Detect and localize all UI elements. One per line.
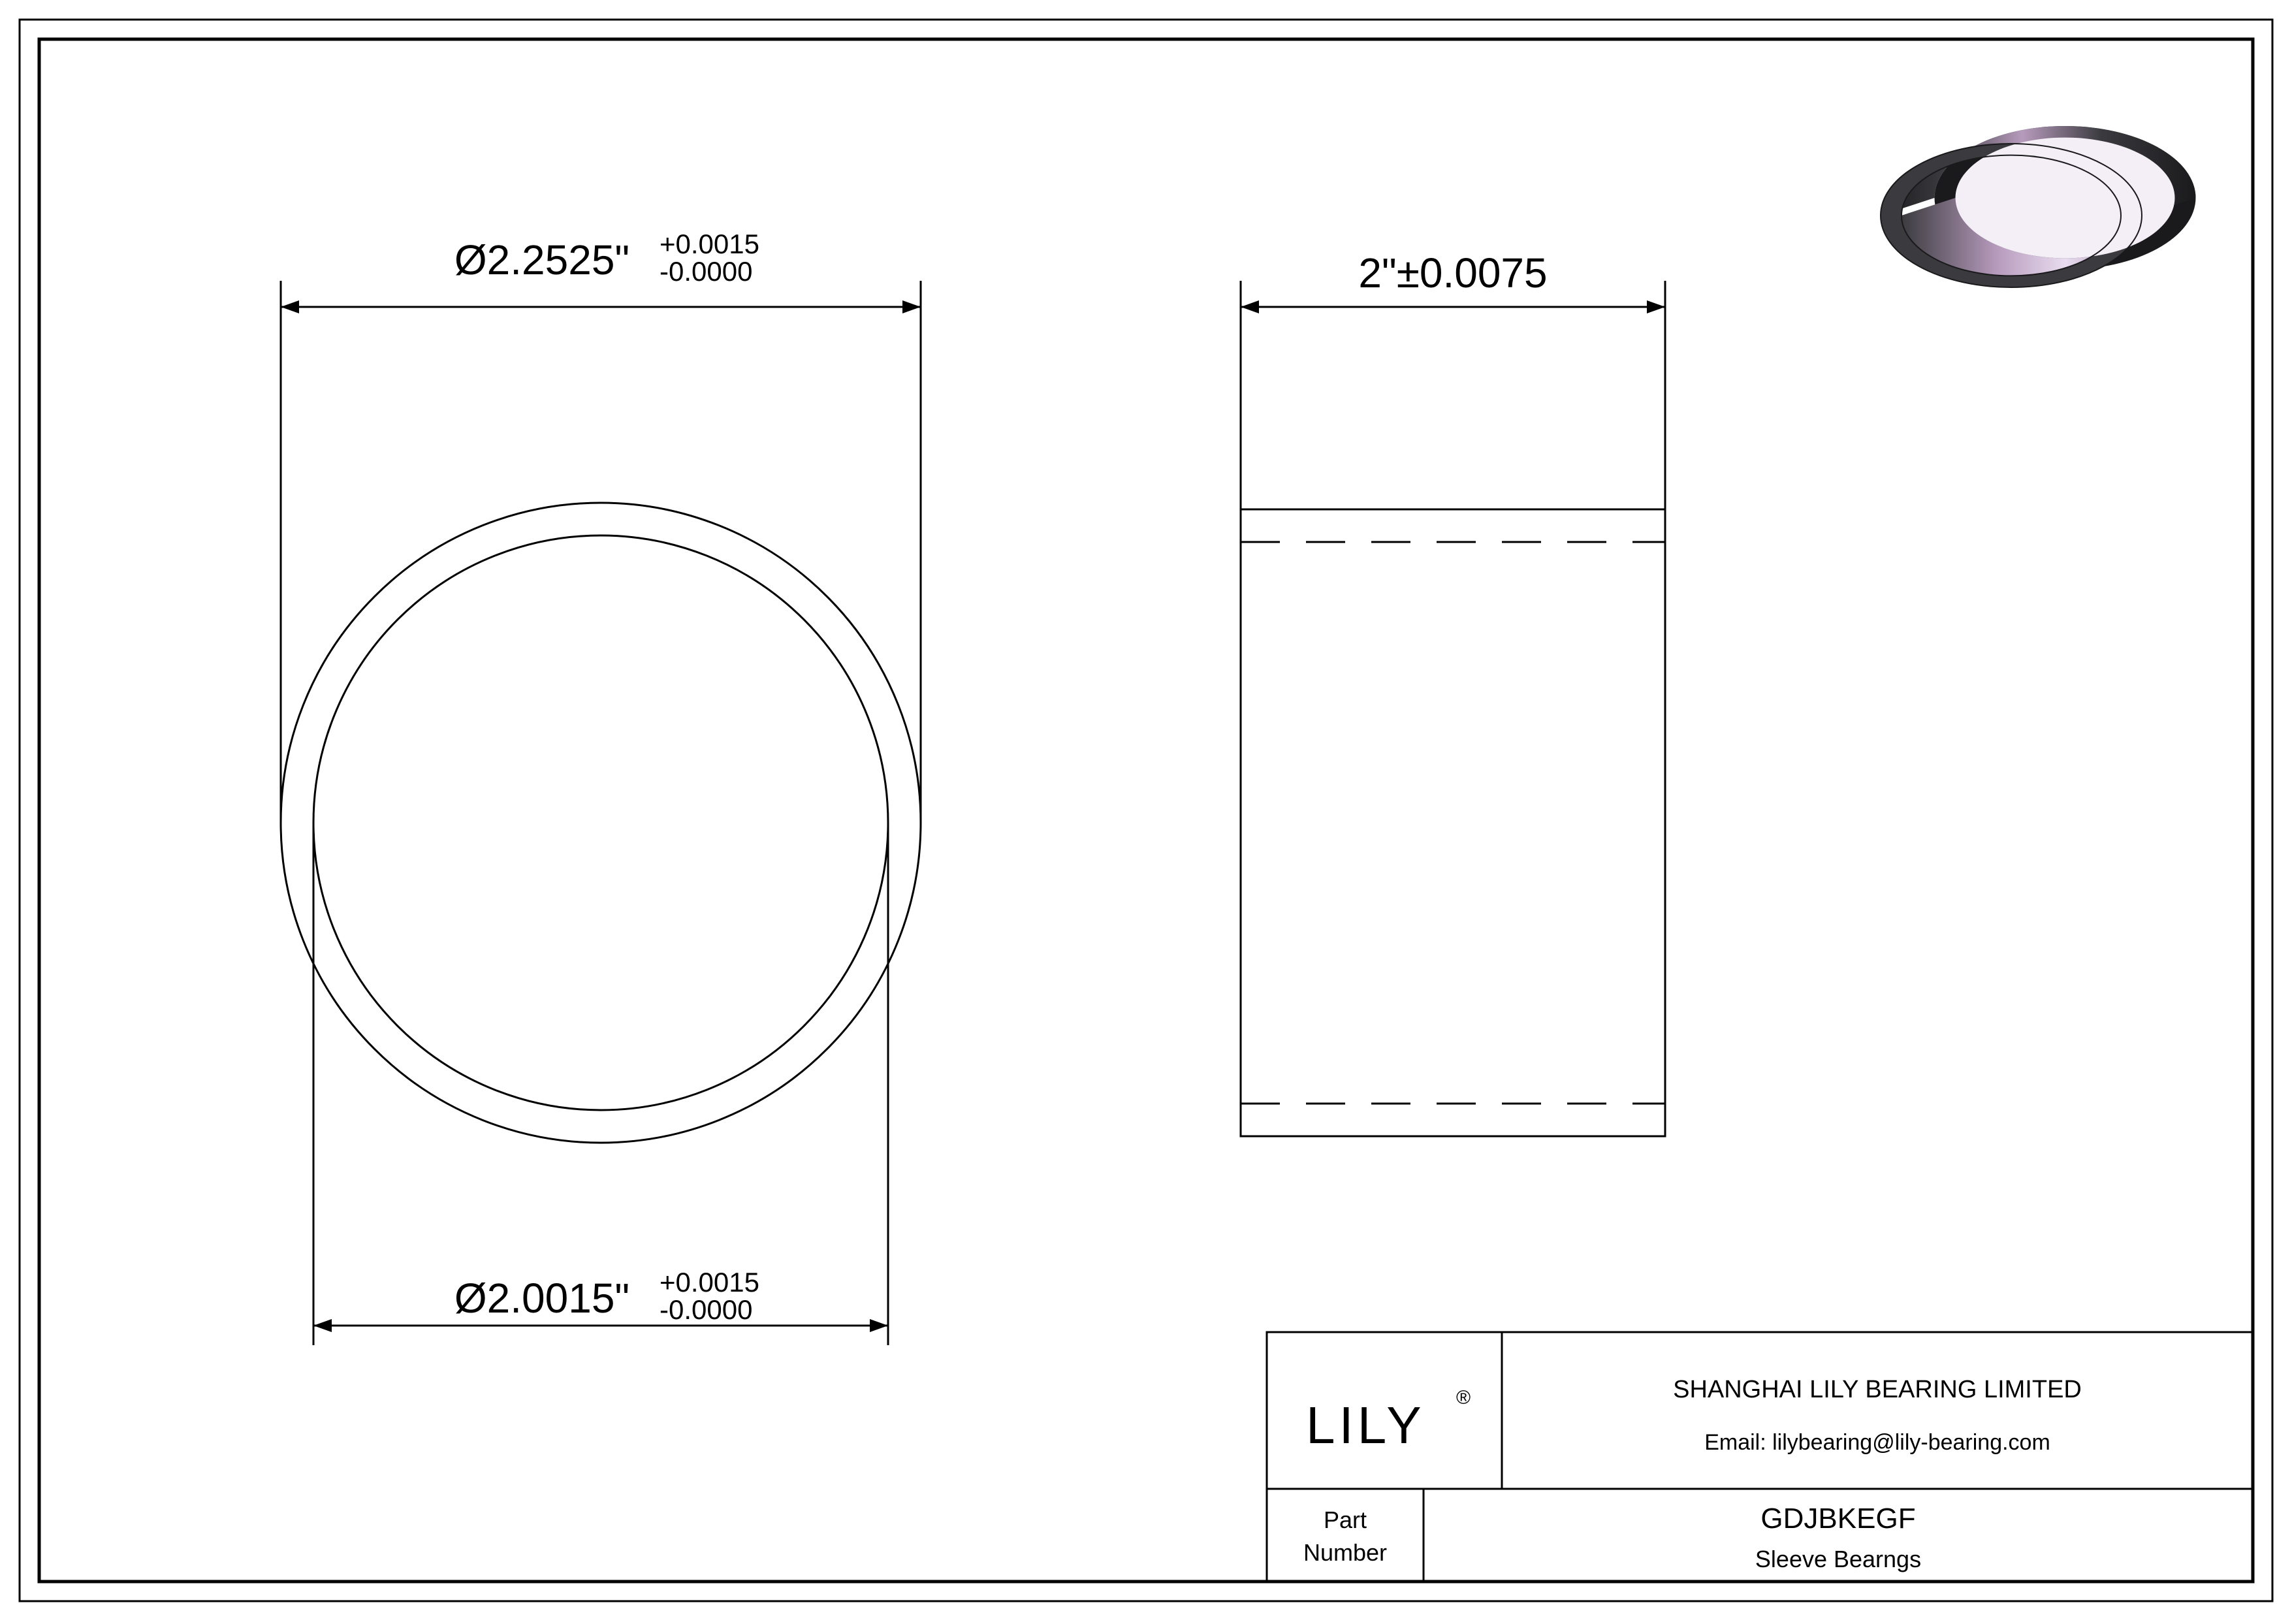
part-number-label-2: Number: [1303, 1539, 1387, 1566]
render-bore-exit: [1956, 138, 2175, 259]
inner-circle: [313, 535, 888, 1110]
logo: LILY ®: [1306, 1387, 1471, 1454]
drawing-canvas: Ø2.2525"+0.0015-0.0000Ø2.0015"+0.0015-0.…: [0, 0, 2292, 1621]
inner-diameter-label: Ø2.0015" +0.0015-0.0000: [454, 1267, 759, 1325]
dimension-tol-lower: -0.0000: [660, 256, 752, 287]
part-number-label: Part: [1324, 1506, 1367, 1533]
dimension-tol-lower: -0.0000: [660, 1294, 752, 1325]
front-view: Ø2.2525"+0.0015-0.0000Ø2.0015"+0.0015-0.…: [281, 229, 921, 1345]
side-outline: [1241, 509, 1665, 1136]
drawing-svg: Ø2.2525"+0.0015-0.0000Ø2.0015"+0.0015-0.…: [0, 0, 2292, 1621]
part-number-value: GDJBKEGF: [1760, 1503, 1915, 1535]
logo-text: LILY: [1306, 1396, 1425, 1454]
company-email: Email: lilybearing@lily-bearing.com: [1704, 1430, 2050, 1455]
length-dimension-label: 2"±0.0075: [1358, 249, 1547, 296]
dimension-tol-upper: +0.0015: [660, 1267, 759, 1298]
outer-circle: [281, 503, 921, 1143]
dimension-main: Ø2.2525": [454, 236, 629, 283]
dimension-main: Ø2.0015": [454, 1275, 629, 1322]
inner-border: [39, 39, 2253, 1582]
side-view: 2"±0.0075: [1241, 249, 1665, 1136]
dimension-tol-upper: +0.0015: [660, 229, 759, 259]
title-block: LILY ® SHANGHAI LILY BEARING LIMITED Email:…: [1267, 1332, 2253, 1582]
outer-diameter-label: Ø2.2525" +0.0015-0.0000: [454, 229, 759, 287]
part-subtitle: Sleeve Bearngs: [1755, 1546, 1921, 1572]
isometric-render: [1881, 126, 2196, 287]
logo-registered-icon: ®: [1456, 1387, 1471, 1409]
company-name: SHANGHAI LILY BEARING LIMITED: [1673, 1376, 2082, 1403]
